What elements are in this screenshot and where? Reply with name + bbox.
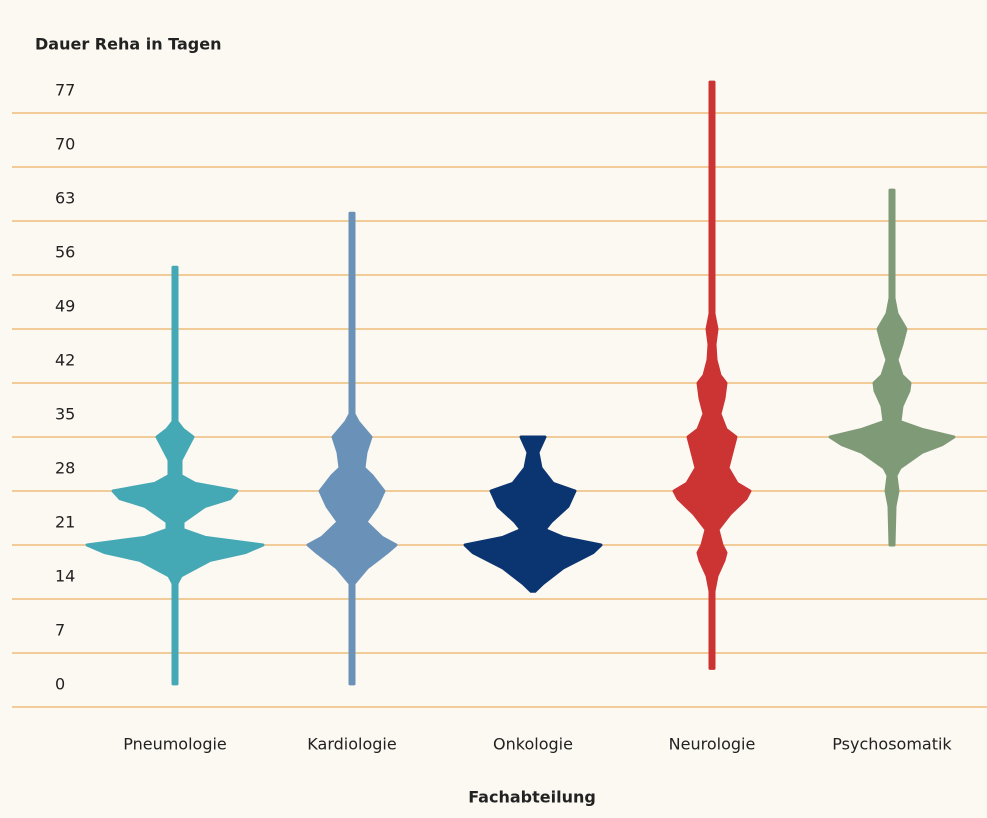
y-tick-label: 35 (55, 405, 75, 424)
violin (306, 211, 398, 686)
violin (463, 435, 603, 593)
x-tick-label: Neurologie (669, 735, 756, 754)
y-axis-title: Dauer Reha in Tagen (35, 35, 222, 54)
x-axis-title: Fachabteilung (468, 788, 596, 807)
y-tick-label: 0 (55, 675, 65, 694)
x-tick-label: Kardiologie (307, 735, 396, 754)
x-tick-label: Psychosomatik (832, 735, 952, 754)
y-tick-label: 42 (55, 351, 75, 370)
violin (85, 265, 265, 686)
violin (672, 80, 752, 670)
y-tick-label: 28 (55, 459, 75, 478)
y-tick-label: 56 (55, 243, 75, 262)
y-tick-label: 21 (55, 513, 75, 532)
y-tick-label: 14 (55, 567, 75, 586)
y-tick-label: 7 (55, 621, 65, 640)
x-tick-label: Onkologie (493, 735, 573, 754)
y-tick-label: 63 (55, 189, 75, 208)
x-tick-label: Pneumologie (123, 735, 227, 754)
y-tick-label: 77 (55, 81, 75, 100)
violin (828, 188, 956, 547)
y-tick-label: 70 (55, 135, 75, 154)
y-tick-label: 49 (55, 297, 75, 316)
